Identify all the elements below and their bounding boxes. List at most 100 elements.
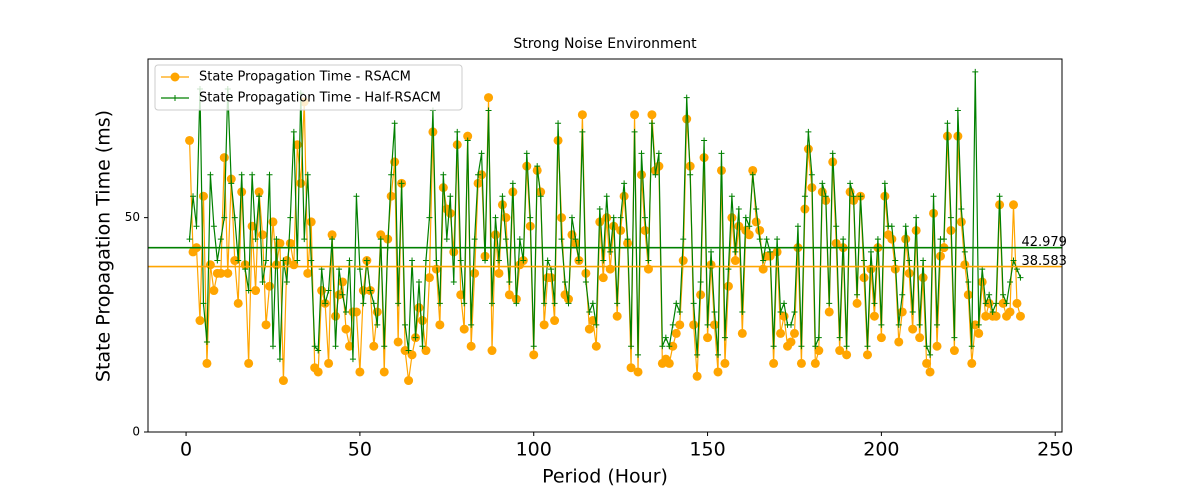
point — [624, 236, 631, 243]
point — [317, 286, 327, 296]
point — [327, 230, 337, 240]
point — [228, 180, 235, 187]
point — [641, 214, 648, 221]
point — [256, 193, 263, 200]
point — [579, 128, 586, 135]
point — [944, 120, 951, 127]
point — [447, 193, 454, 200]
point — [342, 308, 349, 315]
point — [405, 347, 412, 354]
mean-label: 38.583 — [1021, 254, 1067, 269]
point — [789, 328, 799, 338]
point — [338, 277, 348, 287]
point — [265, 281, 275, 291]
point — [763, 236, 770, 243]
point — [470, 268, 480, 278]
point — [492, 214, 499, 221]
point — [478, 150, 485, 157]
point — [367, 287, 374, 294]
point — [216, 268, 226, 278]
point — [647, 110, 657, 120]
point — [607, 248, 614, 255]
point — [744, 230, 754, 240]
point — [920, 257, 927, 264]
point — [355, 367, 365, 377]
point — [459, 324, 469, 334]
point — [586, 308, 593, 315]
point — [217, 236, 224, 243]
point — [296, 178, 306, 188]
point — [840, 236, 847, 243]
point — [951, 334, 958, 341]
point — [412, 334, 419, 341]
point — [861, 257, 868, 264]
x-tick-label: 100 — [516, 439, 552, 461]
point — [238, 171, 245, 178]
point — [443, 236, 450, 243]
point — [283, 278, 290, 285]
point — [756, 236, 763, 243]
point — [628, 343, 635, 350]
point — [231, 214, 238, 221]
point — [464, 137, 471, 144]
point — [259, 278, 266, 285]
point — [857, 193, 864, 200]
point — [922, 358, 932, 368]
point — [391, 120, 398, 127]
point — [589, 300, 596, 307]
point — [982, 300, 989, 307]
point — [619, 191, 629, 201]
point — [602, 213, 612, 223]
point — [185, 135, 195, 145]
point — [723, 281, 733, 291]
point — [696, 290, 706, 300]
point — [282, 256, 292, 266]
point — [901, 234, 911, 244]
point — [746, 223, 753, 230]
point — [186, 236, 193, 243]
point — [633, 367, 643, 377]
point — [541, 300, 548, 307]
point — [582, 278, 589, 285]
point — [419, 343, 426, 350]
point — [523, 150, 530, 157]
point — [539, 320, 549, 330]
point — [402, 321, 409, 328]
point — [349, 356, 356, 363]
point — [794, 223, 801, 230]
point — [927, 351, 934, 358]
point — [666, 343, 673, 350]
point — [445, 208, 455, 218]
point — [710, 320, 720, 330]
point — [689, 320, 699, 330]
point — [958, 206, 965, 213]
point — [854, 291, 861, 298]
point — [603, 193, 610, 200]
point — [278, 376, 288, 386]
mean-label: 42.979 — [1021, 235, 1067, 250]
point — [645, 257, 652, 264]
point — [457, 257, 464, 264]
point — [436, 300, 443, 307]
point — [1005, 307, 1015, 317]
point — [925, 367, 935, 377]
point — [513, 300, 520, 307]
point — [440, 171, 447, 178]
point — [721, 334, 728, 341]
point — [737, 328, 747, 338]
point — [965, 278, 972, 285]
point — [822, 193, 829, 200]
point — [680, 236, 687, 243]
point — [358, 286, 368, 296]
point — [932, 341, 942, 351]
point — [593, 321, 600, 328]
point — [862, 350, 872, 360]
point — [269, 343, 276, 350]
point — [193, 223, 200, 230]
point — [285, 238, 295, 248]
point — [638, 150, 645, 157]
point — [249, 171, 256, 178]
point — [572, 236, 579, 243]
point — [499, 193, 506, 200]
point — [727, 213, 737, 223]
